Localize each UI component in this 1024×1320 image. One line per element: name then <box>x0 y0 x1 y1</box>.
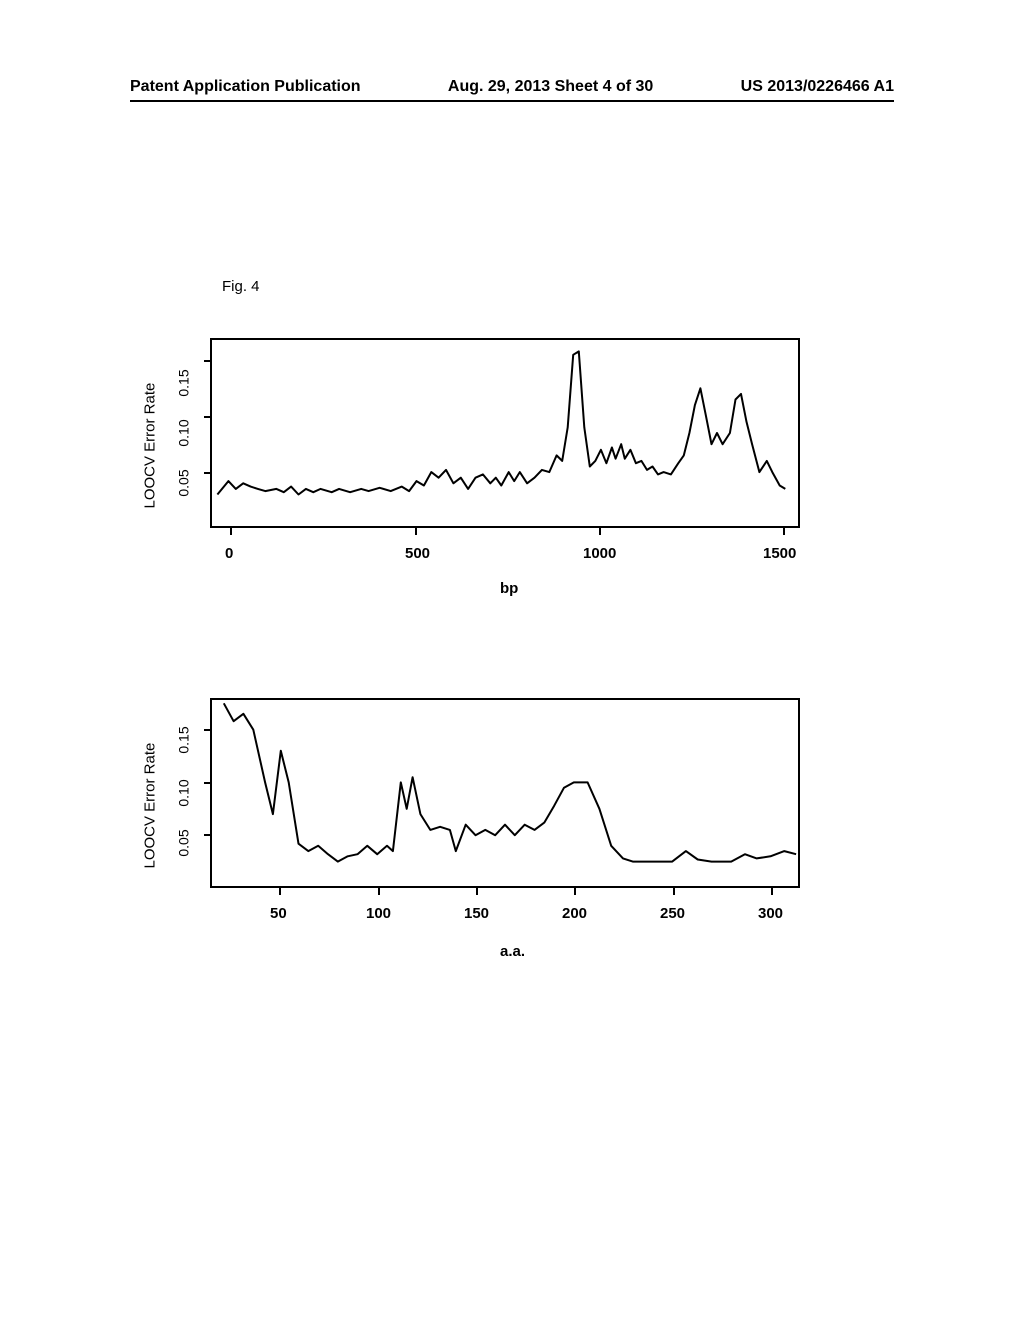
chart2-ytick-mark-2 <box>204 729 210 731</box>
chart1-ytick-mark-2 <box>204 360 210 362</box>
chart-bp: LOOCV Error Rate 0.05 0.10 0.15 0 500 10… <box>130 330 850 620</box>
chart2-xtick-3: 200 <box>562 905 587 922</box>
chart-aa: LOOCV Error Rate 0.05 0.10 0.15 50 100 1… <box>130 690 850 980</box>
chart1-xtick-0: 0 <box>225 545 233 562</box>
chart1-xtick-mark-2 <box>599 528 601 535</box>
chart2-xtick-mark-3 <box>574 888 576 895</box>
chart1-ytick-mark-0 <box>204 472 210 474</box>
chart2-xtick-mark-2 <box>476 888 478 895</box>
chart2-ytick-mark-0 <box>204 834 210 836</box>
chart2-xtick-mark-4 <box>673 888 675 895</box>
chart2-xtick-0: 50 <box>270 905 287 922</box>
chart2-xtick-4: 250 <box>660 905 685 922</box>
chart2-xlabel: a.a. <box>500 943 525 960</box>
header-center: Aug. 29, 2013 Sheet 4 of 30 <box>448 78 653 96</box>
chart2-xtick-2: 150 <box>464 905 489 922</box>
chart1-xtick-mark-0 <box>230 528 232 535</box>
chart2-xtick-1: 100 <box>366 905 391 922</box>
chart2-ytick-mark-1 <box>204 782 210 784</box>
header-divider <box>130 100 894 102</box>
chart1-xtick-mark-3 <box>783 528 785 535</box>
chart2-xtick-mark-0 <box>279 888 281 895</box>
figure-label: Fig. 4 <box>222 278 260 295</box>
chart1-line <box>130 330 850 580</box>
chart1-xlabel: bp <box>500 580 518 597</box>
chart1-ytick-mark-1 <box>204 416 210 418</box>
chart2-line <box>130 690 850 940</box>
chart2-xtick-mark-5 <box>771 888 773 895</box>
header-right: US 2013/0226466 A1 <box>741 78 894 96</box>
chart2-xtick-mark-1 <box>378 888 380 895</box>
chart2-xtick-5: 300 <box>758 905 783 922</box>
chart1-xtick-1: 500 <box>405 545 430 562</box>
chart1-xtick-3: 1500 <box>763 545 796 562</box>
header-left: Patent Application Publication <box>130 78 361 96</box>
chart1-xtick-mark-1 <box>415 528 417 535</box>
chart1-xtick-2: 1000 <box>583 545 616 562</box>
